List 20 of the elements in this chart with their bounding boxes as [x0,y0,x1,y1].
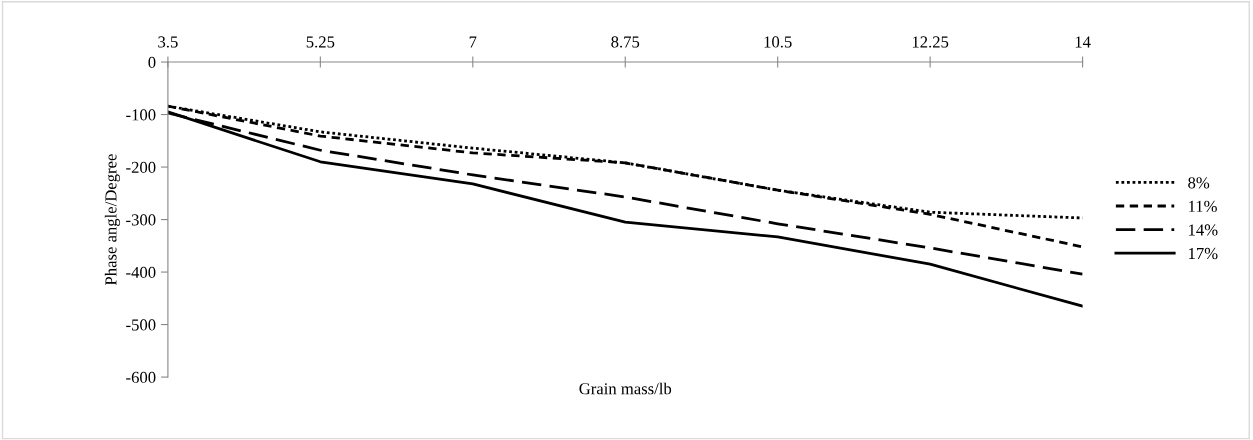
legend-label: 8% [1188,177,1210,189]
legend-label: 14% [1189,224,1218,236]
x-tick-label: 14 [1075,36,1091,48]
x-tick-label: 8.75 [611,36,640,48]
legend-label: 17% [1189,247,1218,260]
x-axis-title: Grain mass/lb [579,382,672,395]
y-tick-label: 0 [148,56,156,68]
y-tick-label: -300 [126,214,156,226]
y-tick-label: -100 [126,109,156,121]
x-tick-label: 7 [469,36,477,48]
y-tick-label: -400 [126,266,156,279]
x-tick-label: 10.5 [764,36,792,48]
x-tick-label: 12.25 [912,36,949,48]
x-tick-label: 3.5 [158,36,178,48]
y-tick-label: -200 [126,161,156,173]
y-tick-label: -600 [126,371,156,384]
x-tick-label: 5.25 [306,36,335,48]
y-tick-label: -500 [126,319,156,331]
legend-label: 11% [1189,200,1217,213]
y-axis-title: Phase angle/Degree [104,154,120,286]
